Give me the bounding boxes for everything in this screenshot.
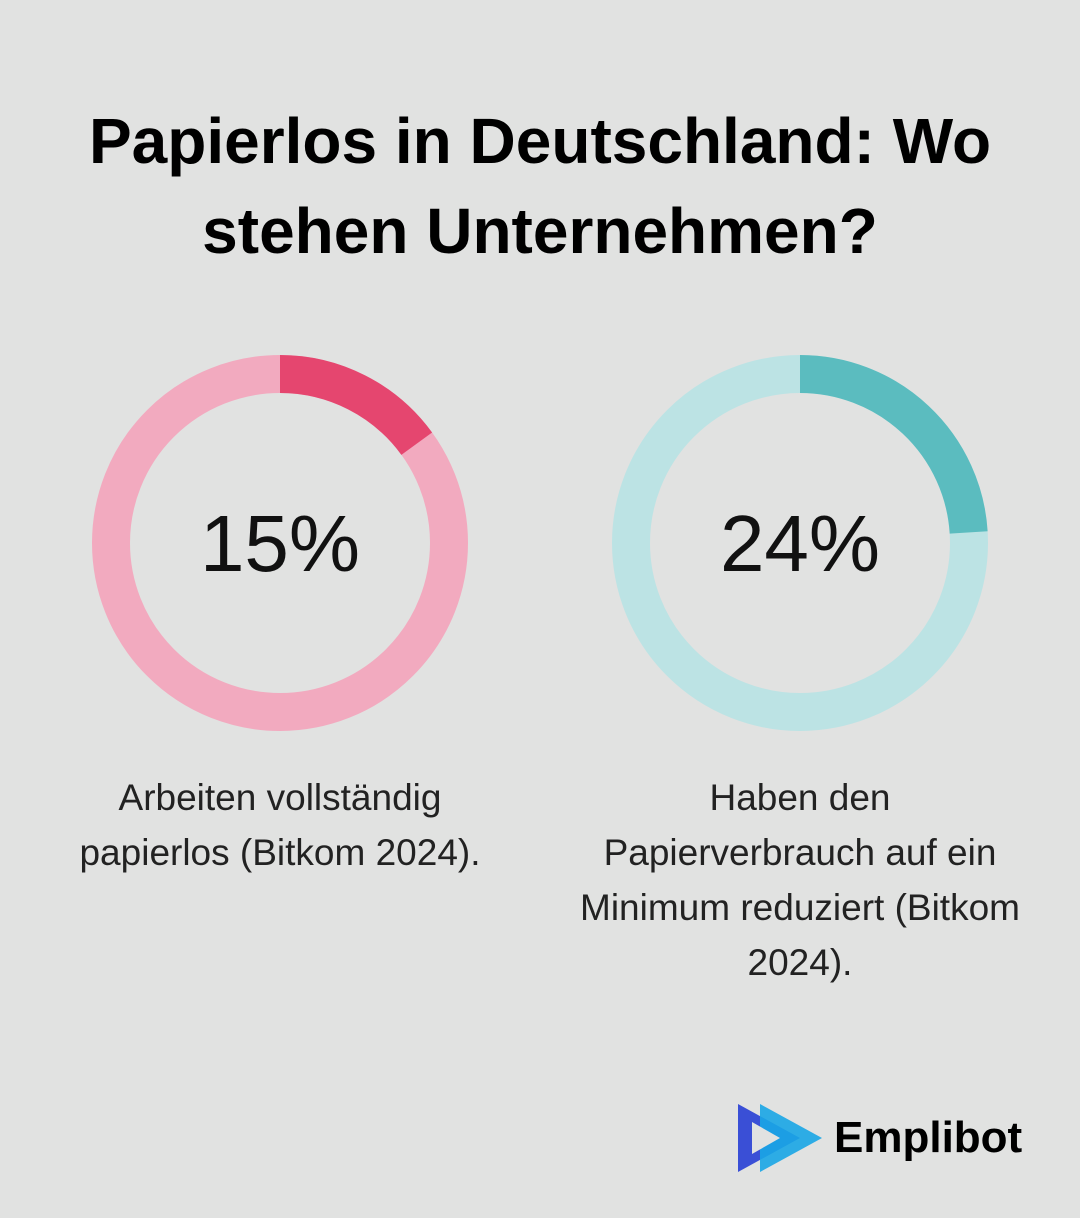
brand: Emplibot [834,1113,1023,1162]
caption: Arbeiten vollständig papierlos (Bitkom 2… [79,777,481,873]
logo: Emplibot [738,1104,1023,1172]
donut-segment [799,355,988,534]
title: Papierlos in Deutschland: Wo stehen Unte… [88,105,992,267]
value-label: 15% [200,499,360,588]
caption: Haben den Papierverbrauch auf ein Minimu… [580,777,1020,983]
logo-shape [760,1104,822,1172]
value-label: 24% [720,499,880,588]
donut-segment [279,355,433,456]
logo-shape [752,1122,780,1154]
